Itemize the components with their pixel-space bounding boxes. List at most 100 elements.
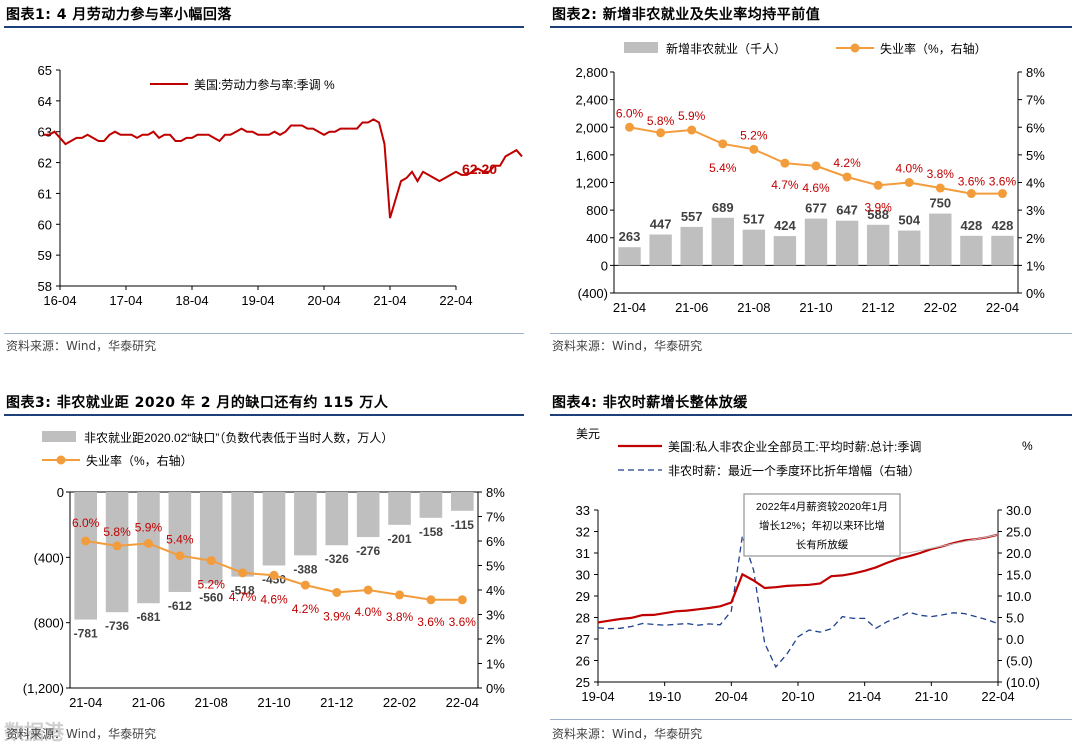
bar (168, 492, 192, 592)
bar (711, 217, 734, 266)
x-tick-label: 19-10 (648, 689, 681, 704)
bar-label: 428 (992, 218, 1014, 233)
right-tick-label: 4% (1026, 176, 1045, 191)
bar-label: -560 (199, 590, 223, 604)
line-label: 3.6% (449, 615, 477, 629)
bar-label: -612 (168, 599, 192, 613)
line-marker (749, 144, 759, 154)
y-tick-label: 59 (38, 248, 52, 263)
left-tick-label: 400 (586, 231, 608, 246)
left-tick-label: (1,200) (23, 681, 64, 696)
annotation-box (743, 493, 901, 557)
panel-1-title: 图表1: 4 月劳动力参与率小幅回落 (6, 7, 232, 23)
right-tick-label: 1% (486, 657, 505, 672)
bar (231, 492, 254, 577)
panel-2-title: 图表2: 新增非农就业及失业率均持平前值 (552, 7, 821, 23)
right-tick-label: 3% (1026, 203, 1045, 218)
annotation-line: 增长12%；年初以来环比增 (759, 519, 885, 532)
bar (356, 492, 380, 538)
line-marker (904, 178, 914, 187)
bar (929, 213, 952, 266)
left-tick-label: (400) (578, 286, 608, 301)
right-tick-label: 7% (1026, 93, 1045, 108)
panel-2: 图表2: 新增非农就业及失业率均持平前值 (400) 0 400 800 1,200 1,… (546, 0, 1080, 360)
line-label: 4.0% (354, 605, 382, 619)
annotation-line: 长有所放缓 (796, 538, 849, 551)
left-tick-label: 800 (586, 203, 608, 218)
bar-label: -158 (419, 525, 443, 539)
left-tick-label: 27 (576, 632, 590, 647)
line-marker (625, 122, 635, 132)
line-marker (811, 161, 821, 171)
bar (325, 492, 349, 546)
panel-3-source: 资料来源：Wind，华泰研究 (6, 727, 157, 741)
line-marker (935, 183, 945, 193)
x-tick-label: 21-10 (257, 695, 290, 710)
bar-label: 750 (929, 196, 951, 211)
x-tick-label: 21-04 (613, 300, 646, 315)
bar (773, 236, 797, 266)
wage-line (597, 533, 999, 624)
panel-2-source: 资料来源：Wind，华泰研究 (552, 339, 703, 353)
line-label: 6.0% (616, 106, 644, 120)
right-tick-label: 2% (486, 632, 505, 647)
right-tick-label: (5.0) (1006, 654, 1033, 669)
x-tick-label: 21-04 (69, 695, 102, 710)
line-label: 4.7% (229, 590, 257, 604)
legend-bar-swatch (42, 431, 76, 442)
y-tick-label: 65 (38, 63, 52, 78)
bar-label: 424 (774, 218, 796, 233)
x-tick-label: 21-04 (373, 293, 406, 308)
line-marker (363, 585, 373, 595)
line-label: 3.6% (958, 175, 986, 189)
bar (105, 492, 129, 613)
x-tick-label: 21-12 (862, 300, 895, 315)
x-tick-label: 22-04 (446, 695, 479, 710)
x-tick-label: 21-08 (195, 695, 228, 710)
left-tick-label: 32 (576, 525, 590, 540)
line-label: 5.9% (678, 109, 706, 123)
legend-line-marker (56, 455, 66, 465)
right-tick-label: 8% (1026, 65, 1045, 80)
bar-label: 647 (836, 203, 858, 218)
bar-label: 677 (805, 201, 827, 216)
line-label: 4.2% (292, 602, 320, 616)
chart-4: 25 26 27 28 29 30 31 32 33 (10.0) (5.0) 0.0 5.0 10.0 1… (576, 427, 1040, 704)
legend-line-marker (850, 43, 860, 53)
right-tick-label: 8% (486, 485, 505, 500)
bar-label: 588 (867, 207, 889, 222)
x-tick-label: 22-02 (924, 300, 957, 315)
panel-4-source-rule (550, 719, 1072, 720)
bar-label: 517 (743, 212, 765, 227)
right-tick-label: 2% (1026, 231, 1045, 246)
line-marker (997, 189, 1007, 199)
line-label: 3.9% (864, 200, 892, 214)
line-label: 4.2% (833, 156, 861, 170)
right-tick-label: 6% (486, 534, 505, 549)
line-label: 3.6% (417, 615, 445, 629)
bar (680, 226, 703, 266)
bar (419, 492, 443, 518)
panel-2-title-rule (550, 26, 1072, 28)
right-tick-label: 15.0 (1006, 568, 1031, 583)
left-tick-label: 0 (601, 258, 608, 273)
left-tick-label: (800) (34, 616, 64, 631)
panel-3: 图表3: 非农就业距 2020 年 2 月的缺口还有约 115 万人 (1,20… (0, 388, 530, 748)
end-value-label: 62.20 (462, 161, 497, 177)
bar-label: 447 (650, 217, 672, 232)
y-tick-label: 58 (38, 279, 52, 294)
line-marker (269, 570, 279, 580)
bar-label: -276 (356, 544, 380, 558)
bar-label: -518 (231, 584, 255, 598)
x-tick-label: 21-12 (320, 695, 353, 710)
line-label: 3.6% (989, 175, 1017, 189)
line-marker (718, 139, 728, 149)
line-marker (687, 125, 697, 135)
line-label: 5.4% (166, 533, 194, 547)
bar (388, 492, 411, 525)
bar-label: 557 (681, 209, 703, 224)
line-label: 5.8% (647, 114, 675, 128)
annotation-line: 2022年4月薪资较2020年1月 (756, 500, 888, 513)
panel-1-title-rule (4, 26, 524, 28)
line-marker (395, 590, 405, 600)
